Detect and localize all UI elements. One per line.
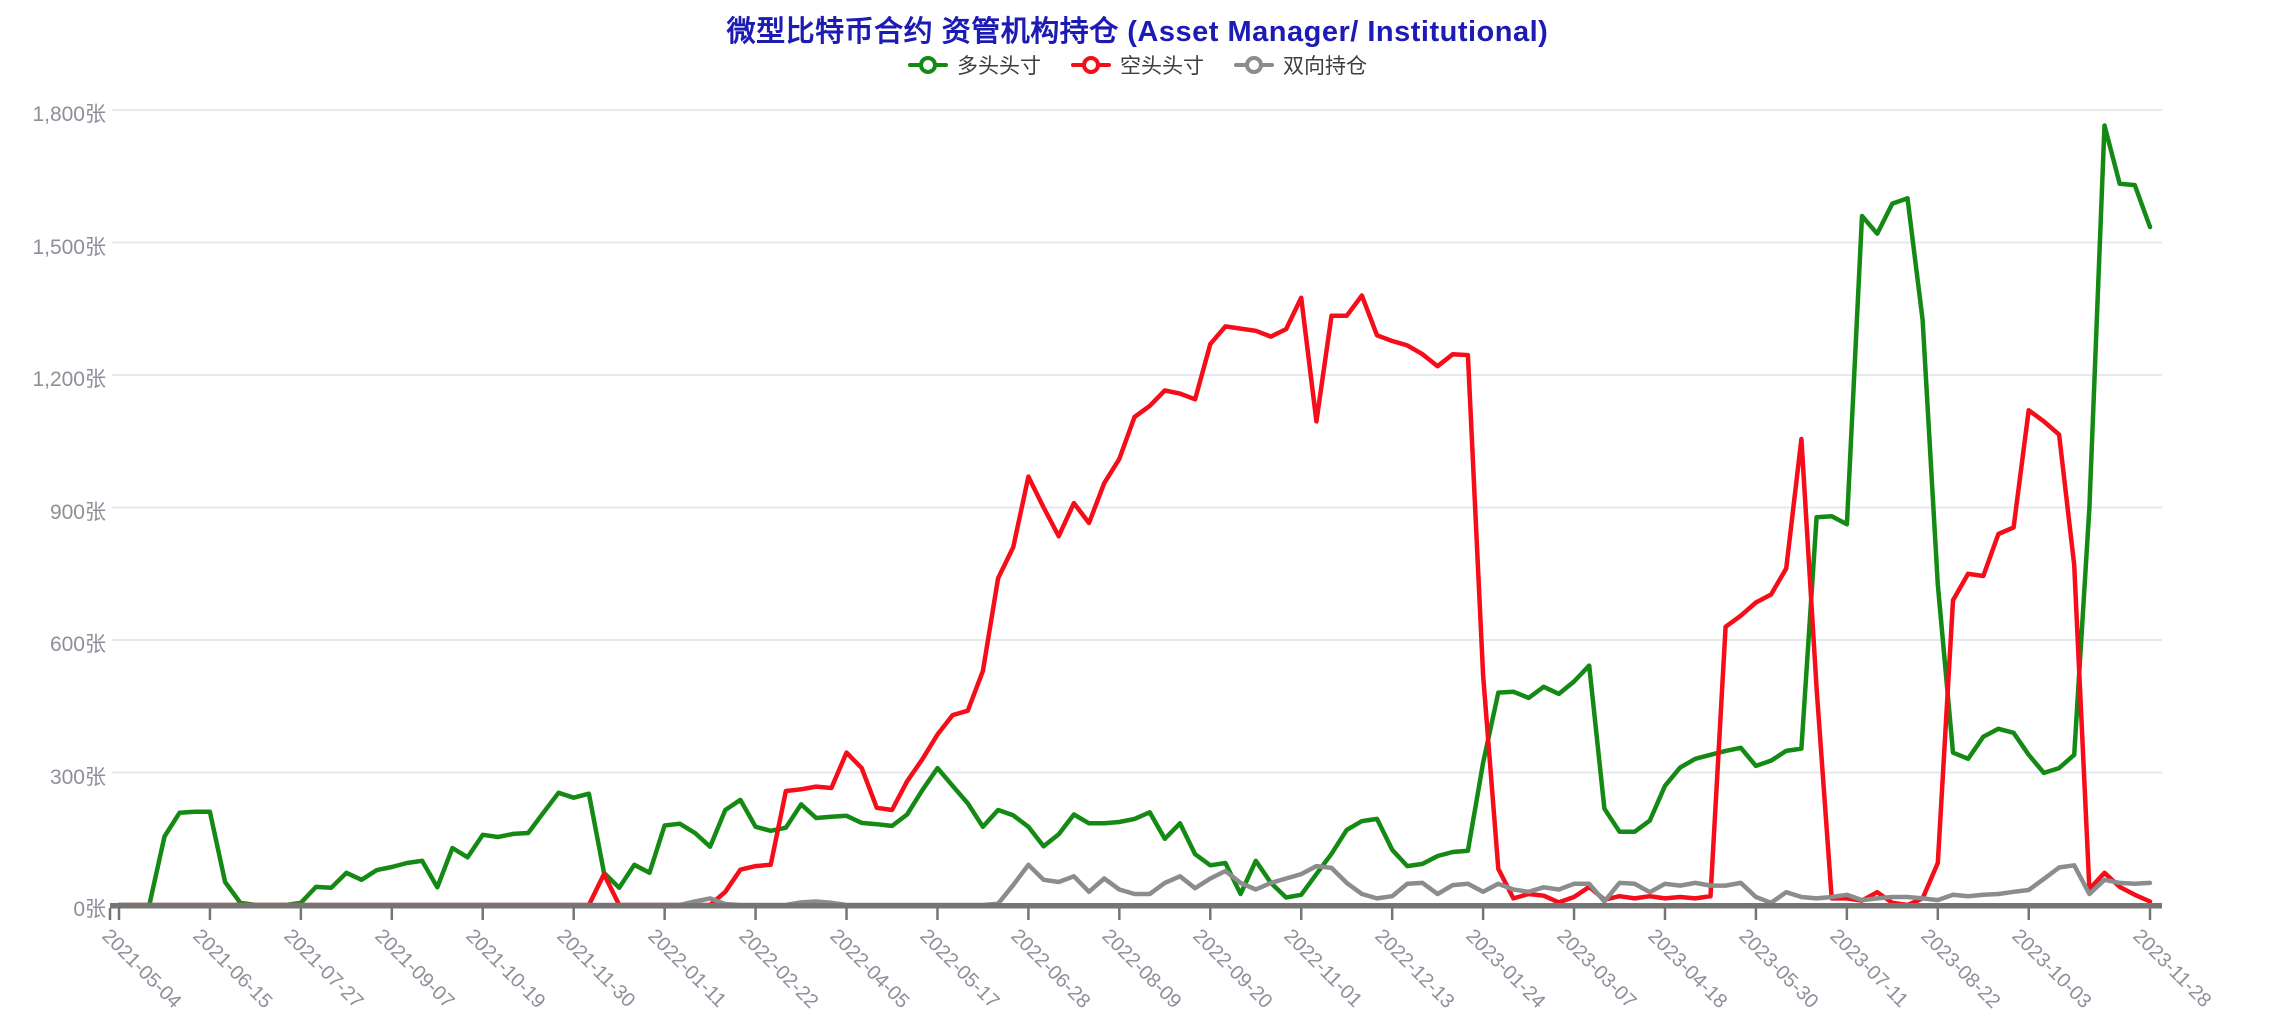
- marker-ring: [919, 56, 937, 74]
- legend-item-both[interactable]: 双向持仓: [1234, 50, 1367, 80]
- y-axis-label: 300张: [49, 765, 106, 789]
- x-axis-line: [110, 903, 2162, 909]
- legend-label-both: 双向持仓: [1283, 55, 1367, 78]
- y-axis-label: 900张: [49, 500, 106, 524]
- long-series-marker-icon: [908, 55, 948, 75]
- y-axis-label: 1,500张: [32, 235, 106, 259]
- legend-label-long: 多头头寸: [957, 55, 1041, 78]
- legend-item-long[interactable]: 多头头寸: [908, 50, 1041, 80]
- short-series-marker-icon: [1071, 55, 1111, 75]
- legend-item-short[interactable]: 空头头寸: [1071, 50, 1204, 80]
- legend-label-short: 空头头寸: [1120, 55, 1204, 78]
- both-series-marker-icon: [1234, 55, 1274, 75]
- y-axis-label: 1,200张: [32, 368, 106, 391]
- legend: 多头头寸 空头头寸 双向持仓: [0, 50, 2275, 80]
- marker-ring: [1082, 56, 1100, 74]
- marker-ring: [1245, 56, 1263, 74]
- series-line-1: [116, 293, 2153, 908]
- y-axis-label: 0张: [73, 898, 106, 921]
- chart-title: 微型比特币合约 资管机构持仓 (Asset Manager/ Instituti…: [726, 16, 1549, 48]
- y-axis-label: 600张: [49, 633, 106, 656]
- y-axis-label: 1,800张: [32, 103, 106, 126]
